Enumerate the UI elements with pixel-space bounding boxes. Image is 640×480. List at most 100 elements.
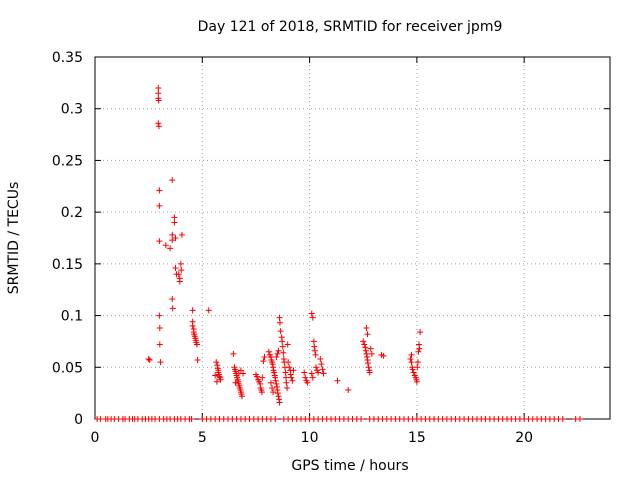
data-point [273,353,280,360]
data-point-zero [272,416,279,422]
data-point [308,310,315,317]
data-point [279,338,286,345]
data-point [410,369,417,376]
data-point [287,371,294,378]
data-point [169,305,176,312]
data-point [364,331,371,338]
data-point [193,341,200,348]
data-point [417,329,424,336]
data-point [156,341,163,348]
data-point [313,364,320,371]
data-point [286,364,293,371]
data-point [212,372,219,379]
data-point [288,374,295,381]
y-axis-label: SRMTID / TECUs [6,182,22,295]
data-points [94,85,583,422]
y-tick-label: 0.2 [61,205,83,221]
data-point [177,260,184,267]
data-point [237,367,244,374]
data-point [178,267,185,274]
data-point [259,374,266,381]
data-point [290,367,297,374]
x-axis-label: GPS time / hours [291,458,408,474]
data-point [156,324,163,331]
y-tick-label: 0.15 [52,257,83,273]
data-point [284,384,291,391]
data-point [368,350,375,357]
data-point [155,120,162,127]
x-tick-label: 10 [301,430,319,446]
data-point [285,359,292,366]
data-point [155,90,162,97]
data-point-zero [97,416,104,422]
data-point [279,343,286,350]
y-tick-label: 0.1 [61,309,83,325]
data-point [175,271,182,278]
data-point [146,357,153,364]
data-point [366,369,373,376]
data-point [289,377,296,384]
data-point [172,235,179,241]
data-point [301,369,308,376]
data-point [205,307,212,314]
data-point [276,399,283,406]
data-point [315,369,322,376]
data-point [156,312,163,319]
data-point [272,377,279,384]
data-point-zero [188,416,195,422]
data-point [171,214,178,221]
data-point [271,369,278,376]
data-point [176,278,183,285]
y-tick-label: 0 [74,412,83,428]
data-point [318,361,325,368]
data-point [194,357,201,364]
data-point [282,369,289,376]
data-point [334,377,341,384]
data-point [269,384,276,391]
data-point [157,359,164,366]
data-point [311,347,318,354]
data-point [240,370,247,377]
data-point [407,356,414,363]
data-point [364,360,371,367]
x-tick-label: 20 [515,430,533,446]
data-point-zero [358,416,365,422]
data-point [362,347,369,354]
data-point [167,245,174,252]
data-point [282,374,289,381]
data-point [319,366,326,373]
data-point [276,319,283,326]
y-tick-label: 0.05 [52,360,83,376]
data-point [178,231,185,238]
data-point [155,85,162,92]
data-point [317,356,324,363]
data-point [311,343,318,350]
data-point [408,351,415,358]
data-point [230,350,237,357]
data-point [169,296,176,303]
data-point [274,390,281,397]
data-point [284,341,291,348]
chart-title: Day 121 of 2018, SRMTID for receiver jpm… [198,19,503,35]
data-point [380,352,387,359]
data-point [309,314,316,321]
data-point [156,187,163,194]
data-point [273,380,280,387]
data-point [155,123,162,130]
data-point [270,389,277,396]
data-point [260,358,267,365]
data-point [169,231,176,238]
data-point [189,322,196,329]
data-point [367,345,374,352]
data-point [232,379,239,386]
y-tick-label: 0.3 [61,102,83,118]
data-point [169,177,176,184]
data-point [408,359,415,366]
data-point-zero [576,416,583,422]
data-point [304,379,311,386]
data-point [275,347,282,354]
data-point [169,237,176,244]
data-point [415,348,422,355]
data-point [171,219,178,226]
data-point [310,338,317,345]
